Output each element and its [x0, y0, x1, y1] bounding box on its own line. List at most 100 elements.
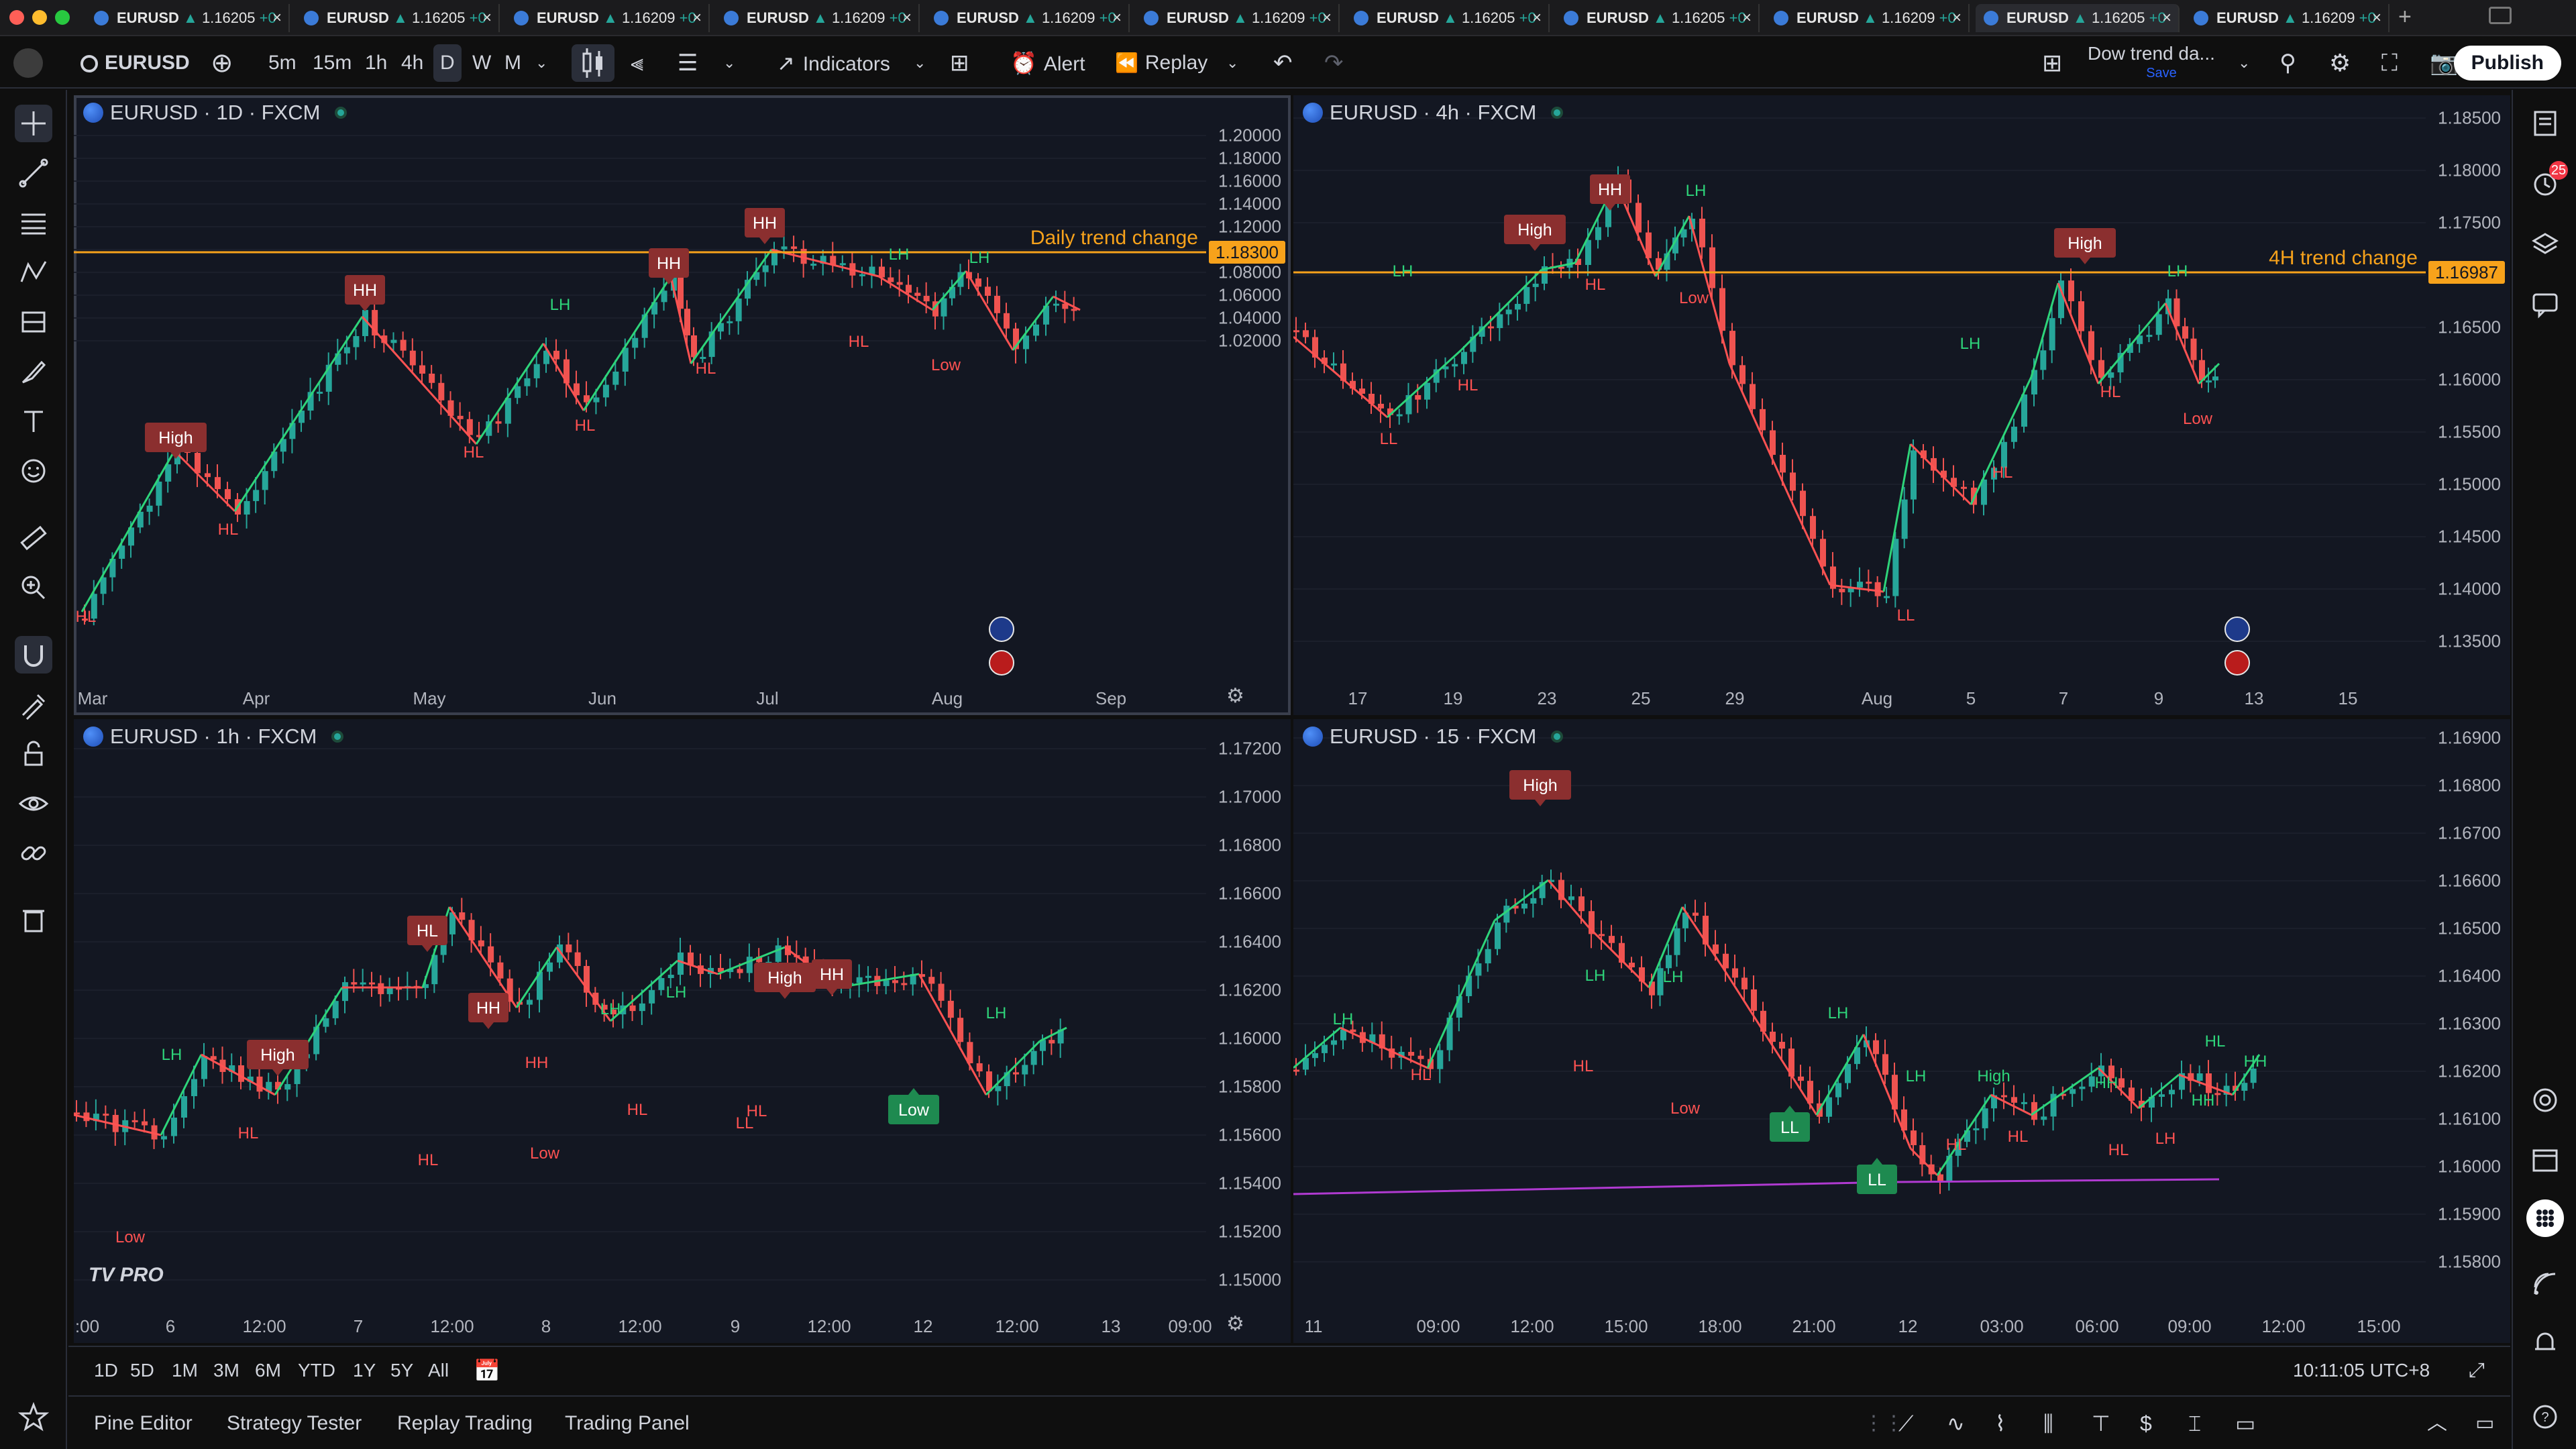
symbol-search-button[interactable]: EURUSD: [74, 38, 197, 89]
chevron-down-icon[interactable]: ⌄: [723, 54, 736, 71]
close-tab-icon[interactable]: ×: [1741, 9, 1752, 27]
chart-pane-4h[interactable]: 4H trend change LL LH HL High HL HH LH Low LL LH HL…: [1293, 95, 2510, 715]
sidebar-toggle-icon[interactable]: [2489, 7, 2512, 24]
tab-strategy-tester[interactable]: Strategy Tester: [227, 1412, 362, 1434]
close-tab-icon[interactable]: ×: [1322, 9, 1332, 27]
axis-settings-gear-icon[interactable]: ⚙: [1226, 1313, 1244, 1335]
curve-tool-icon[interactable]: ∿: [1947, 1411, 1965, 1436]
apps-grid-icon[interactable]: [2526, 1199, 2564, 1237]
layout-grid-icon[interactable]: ⊞: [950, 50, 969, 76]
range-1d[interactable]: 1D: [94, 1360, 118, 1381]
bar-chart-type-icon[interactable]: ⫷: [631, 50, 644, 76]
range-1m[interactable]: 1M: [172, 1360, 198, 1381]
browser-tab[interactable]: EURUSD ▲ 1.16205 +0 ×: [1976, 4, 2180, 32]
layout-select-icon[interactable]: ⊞: [2042, 49, 2063, 76]
brush-icon[interactable]: [15, 353, 52, 390]
redo-icon[interactable]: ↷: [1324, 50, 1344, 76]
trend-line-tool-icon[interactable]: ⟋: [1898, 1411, 1914, 1436]
range-6m[interactable]: 6M: [255, 1360, 281, 1381]
camera-icon[interactable]: 📷: [2430, 50, 2459, 76]
close-tab-icon[interactable]: ×: [902, 9, 912, 27]
interval-d[interactable]: D: [433, 44, 462, 82]
price-axis[interactable]: 1.16900 1.16800 1.16700 1.16600 1.16500 1.164…: [2426, 719, 2510, 1343]
tab-pine-editor[interactable]: Pine Editor: [94, 1412, 193, 1434]
candle-tool-icon[interactable]: ⫼: [2043, 1411, 2053, 1436]
close-tab-icon[interactable]: ×: [1951, 9, 1962, 27]
chart-legend[interactable]: EURUSD · 4h · FXCM: [1303, 101, 1564, 125]
chevron-down-icon[interactable]: ⌄: [1226, 54, 1239, 71]
prediction-icon[interactable]: [15, 303, 52, 341]
chat-icon[interactable]: [2526, 286, 2564, 323]
interval-5m[interactable]: 5m: [268, 52, 297, 74]
drag-handle-icon[interactable]: ⋮⋮: [1864, 1412, 1904, 1434]
browser-tab[interactable]: EURUSD ▲ 1.16205 +0 ×: [86, 4, 290, 32]
maximize-panel-icon[interactable]: ▭: [2475, 1412, 2495, 1434]
trash-icon[interactable]: [15, 900, 52, 938]
keep-drawing-icon[interactable]: [15, 686, 52, 723]
settings-gear-icon[interactable]: ⚙: [2329, 49, 2351, 76]
collapse-panel-icon[interactable]: ︿: [2427, 1412, 2447, 1434]
window-minimize-button[interactable]: [32, 10, 47, 25]
browser-tab[interactable]: EURUSD ▲ 1.16205 +0 ×: [1556, 4, 1760, 32]
chart-legend[interactable]: EURUSD · 1D · FXCM: [83, 101, 347, 125]
fullscreen-icon[interactable]: ⛶: [2381, 50, 2398, 76]
chart-pane-1h[interactable]: Low LH HL High HL HH HL HH Low LH HL LH LL High HL HH Lo…: [74, 719, 1291, 1343]
ruler-icon[interactable]: [15, 519, 52, 557]
tab-replay-trading[interactable]: Replay Trading: [397, 1412, 533, 1434]
chart-type-list-icon[interactable]: ☰: [678, 50, 698, 76]
browser-tab[interactable]: EURUSD ▲ 1.16209 +0 ×: [716, 4, 920, 32]
close-tab-icon[interactable]: ×: [482, 9, 492, 27]
new-tab-icon[interactable]: +: [2398, 4, 2412, 30]
price-axis[interactable]: 1.200001.180001.160001.140001.120001.100…: [1206, 95, 1291, 715]
interval-15m[interactable]: 15m: [313, 52, 352, 74]
emoji-icon[interactable]: [15, 452, 52, 490]
browser-tab[interactable]: EURUSD ▲ 1.16205 +0 ×: [296, 4, 500, 32]
link-icon[interactable]: [15, 835, 52, 872]
chart-plot-area[interactable]: LH HL High LH HL LH Low LH LL LL LH HL High HL HH HL HH L…: [1293, 719, 2510, 1343]
quick-search-icon[interactable]: ⚲: [2279, 50, 2296, 76]
close-tab-icon[interactable]: ×: [692, 9, 702, 27]
candles-chart-type-icon[interactable]: [572, 44, 614, 82]
zoom-in-icon[interactable]: [15, 569, 52, 606]
publish-button[interactable]: Publish: [2453, 46, 2561, 80]
alerts-clock-icon[interactable]: 25: [2526, 161, 2568, 203]
range-all[interactable]: All: [428, 1360, 449, 1381]
notifications-bell-icon[interactable]: [2526, 1324, 2564, 1362]
chevron-down-icon[interactable]: ⌄: [2238, 54, 2251, 71]
chart-plot-area[interactable]: 4H trend change LL LH HL High HL HH LH Low LL LH HL…: [1293, 95, 2510, 715]
range-1y[interactable]: 1Y: [353, 1360, 376, 1381]
alert-button[interactable]: ⏰ Alert: [1004, 38, 1092, 89]
undo-icon[interactable]: ↶: [1273, 50, 1293, 76]
axis-settings-gear-icon[interactable]: ⚙: [1226, 685, 1244, 707]
favorites-star-icon[interactable]: [15, 1398, 52, 1436]
chart-pane-15m[interactable]: LH HL High LH HL LH Low LH LL LL LH HL High HL HH HL HH L…: [1293, 719, 2510, 1343]
goto-date-icon[interactable]: 📅: [474, 1358, 500, 1383]
chart-pane-1d[interactable]: Daily trend change HL High HL HH HL LH HL HH HL HH…: [74, 95, 1291, 715]
browser-tab[interactable]: EURUSD ▲ 1.16205 +0 ×: [1346, 4, 1550, 32]
layout-name-button[interactable]: Dow trend da... Save: [2088, 43, 2235, 83]
clock-time[interactable]: 10:11:05 UTC+8: [2293, 1360, 2430, 1381]
chevron-down-icon[interactable]: ⌄: [914, 54, 926, 71]
measure-tool-icon[interactable]: ⌶: [2188, 1411, 2202, 1436]
path-tool-icon[interactable]: ⌇: [1995, 1411, 2006, 1436]
layers-icon[interactable]: [2526, 225, 2564, 263]
crosshair-icon[interactable]: [15, 105, 52, 142]
rectangle-tool-icon[interactable]: ▭: [2235, 1411, 2256, 1436]
watchlist-icon[interactable]: [2526, 105, 2564, 142]
chevron-down-icon[interactable]: ⌄: [535, 54, 548, 71]
close-tab-icon[interactable]: ×: [2371, 9, 2381, 27]
price-axis[interactable]: 1.185001.180001.175001.170001.165001.160…: [2426, 95, 2510, 715]
interval-w[interactable]: W: [472, 52, 492, 74]
chart-legend[interactable]: EURUSD · 15 · FXCM: [1303, 724, 1564, 749]
chart-plot-area[interactable]: Daily trend change HL High HL HH HL LH HL HH HL HH…: [74, 95, 1291, 715]
range-ytd[interactable]: YTD: [298, 1360, 335, 1381]
price-tool-icon[interactable]: $: [2140, 1411, 2152, 1436]
interval-4h[interactable]: 4h: [401, 52, 424, 74]
indicators-button[interactable]: ↗ Indicators: [770, 38, 897, 89]
browser-tab[interactable]: EURUSD ▲ 1.16209 +0 ×: [2186, 4, 2390, 32]
browser-tab[interactable]: EURUSD ▲ 1.16209 +0 ×: [506, 4, 710, 32]
range-3m[interactable]: 3M: [213, 1360, 239, 1381]
lock-icon[interactable]: [15, 735, 52, 773]
close-tab-icon[interactable]: ×: [2161, 9, 2171, 27]
target-icon[interactable]: [2526, 1081, 2564, 1119]
